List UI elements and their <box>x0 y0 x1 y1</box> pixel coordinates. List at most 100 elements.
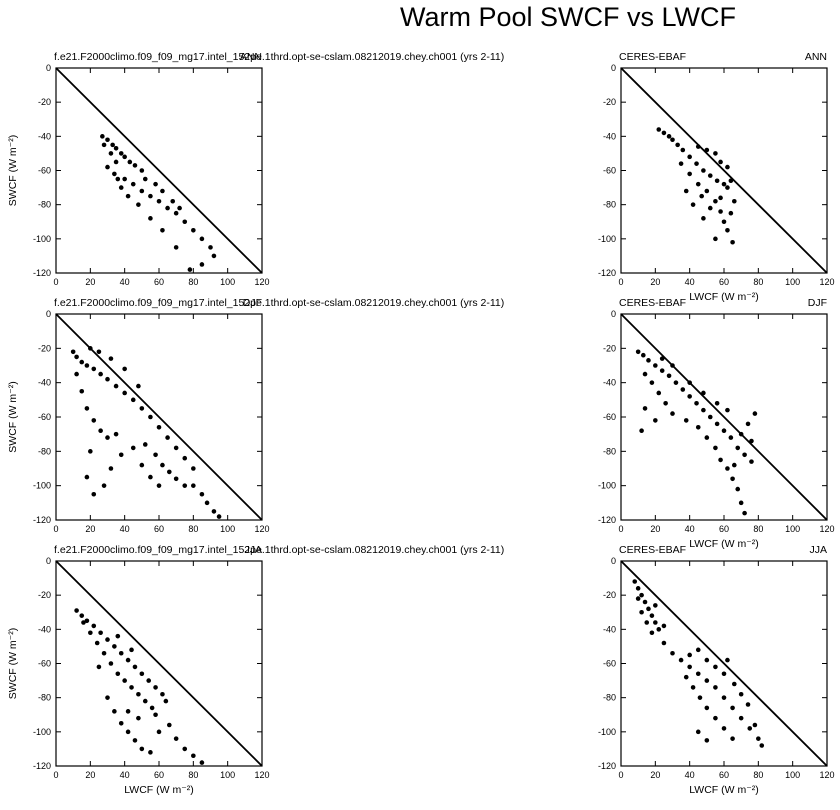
scatter-point <box>721 219 727 225</box>
scatter-point <box>153 181 158 187</box>
x-axis-label: LWCF (W m⁻²) <box>124 784 194 796</box>
x-tick-label: 20 <box>85 770 95 780</box>
x-tick-label: 60 <box>154 770 164 780</box>
scatter-point <box>108 356 114 361</box>
scatter-panel-5: 0 20 40 60 80 100 120 0 -20 -40 -60 -80 -100 -120 f.e2… <box>7 544 504 796</box>
scatter-point <box>105 637 110 642</box>
y-tick-label: -80 <box>38 446 51 456</box>
scatter-point <box>165 205 170 211</box>
scatter-point <box>721 726 727 731</box>
scatter-point <box>216 514 222 519</box>
scatter-point <box>670 650 675 656</box>
x-tick-label: 60 <box>154 524 164 534</box>
scatter-point <box>211 509 217 514</box>
scatter-point <box>704 705 710 711</box>
y-tick-label: -100 <box>33 234 51 244</box>
scatter-point <box>108 151 114 156</box>
y-tick-label: -80 <box>603 200 616 210</box>
scatter-point <box>646 358 651 363</box>
scatter-point <box>105 435 110 440</box>
x-tick-label: 0 <box>53 524 58 534</box>
scatter-point <box>639 609 644 615</box>
scatter-point <box>136 202 141 207</box>
y-axis-label: SWCF (W m⁻²) <box>7 381 19 452</box>
scatter-panel-4: 0 20 40 60 80 100 120 0 -20 -40 -60 -80 -100 -120 CERE… <box>598 297 835 550</box>
scatter-point <box>74 371 79 377</box>
scatter-point <box>125 729 131 735</box>
scatter-point <box>725 657 730 663</box>
y-axis-label: SWCF (W m⁻²) <box>7 135 19 206</box>
scatter-point <box>173 210 179 216</box>
x-tick-label: 80 <box>188 524 198 534</box>
scatter-point <box>136 715 141 721</box>
scatter-point <box>130 397 136 403</box>
x-tick-label: 100 <box>220 770 235 780</box>
scatter-point <box>670 363 675 368</box>
scatter-point <box>199 262 205 267</box>
scatter-point <box>167 469 172 475</box>
scatter-point <box>139 746 145 752</box>
panel-right-label: ANN <box>805 51 827 63</box>
scatter-point <box>149 705 155 711</box>
scatter-point <box>127 159 133 165</box>
scatter-point <box>653 620 658 625</box>
scatter-point <box>653 418 658 423</box>
scatter-point <box>732 462 737 468</box>
scatter-point <box>142 698 148 704</box>
scatter-point <box>714 421 720 427</box>
scatter-point <box>687 154 692 160</box>
scatter-point <box>642 599 648 605</box>
scatter-point <box>670 137 675 143</box>
scatter-point <box>756 736 761 741</box>
scatter-point <box>661 130 667 136</box>
scatter-point <box>742 510 747 516</box>
scatter-point <box>182 483 188 488</box>
scatter-point <box>728 178 734 184</box>
x-tick-label: 100 <box>220 277 235 287</box>
scatter-point <box>632 579 638 584</box>
scatter-point <box>153 712 158 718</box>
scatter-point <box>208 245 213 250</box>
x-tick-label: 60 <box>154 277 164 287</box>
scatter-point <box>680 147 686 153</box>
scatter-point <box>108 466 114 471</box>
x-tick-label: 100 <box>785 524 800 534</box>
scatter-point <box>101 650 107 656</box>
scatter-point <box>659 356 665 361</box>
panel-right-label: JJA <box>809 544 827 556</box>
scatter-point <box>670 411 675 416</box>
scatter-point <box>101 142 107 148</box>
y-tick-label: 0 <box>611 63 616 73</box>
y-tick-label: -20 <box>38 590 51 600</box>
scatter-point <box>735 445 741 451</box>
scatter-point <box>683 188 689 194</box>
x-tick-label: 0 <box>618 524 623 534</box>
y-tick-label: -80 <box>603 693 616 703</box>
scatter-point <box>84 618 90 624</box>
scatter-point <box>704 188 710 194</box>
scatter-point <box>718 457 723 463</box>
scatter-point <box>139 188 145 194</box>
scatter-point <box>738 431 744 437</box>
panel-right-label: DJF <box>808 297 827 309</box>
scatter-point <box>725 185 730 190</box>
scatter-point <box>675 142 680 148</box>
scatter-point <box>139 406 145 411</box>
scatter-point <box>752 411 758 416</box>
scatter-point <box>701 407 706 413</box>
y-tick-label: -100 <box>598 234 616 244</box>
scatter-point <box>738 715 744 721</box>
y-tick-label: 0 <box>46 63 51 73</box>
x-tick-label: 120 <box>254 277 269 287</box>
scatter-point <box>139 671 145 677</box>
scatter-point <box>113 431 119 437</box>
scatter-point <box>142 176 148 182</box>
scatter-point <box>199 760 205 765</box>
scatter-point <box>718 159 723 165</box>
scatter-point <box>732 198 737 204</box>
scatter-point <box>649 613 655 618</box>
scatter-point <box>101 483 107 488</box>
scatter-point <box>728 435 734 440</box>
scatter-point <box>687 380 692 385</box>
scatter-point <box>690 685 696 690</box>
